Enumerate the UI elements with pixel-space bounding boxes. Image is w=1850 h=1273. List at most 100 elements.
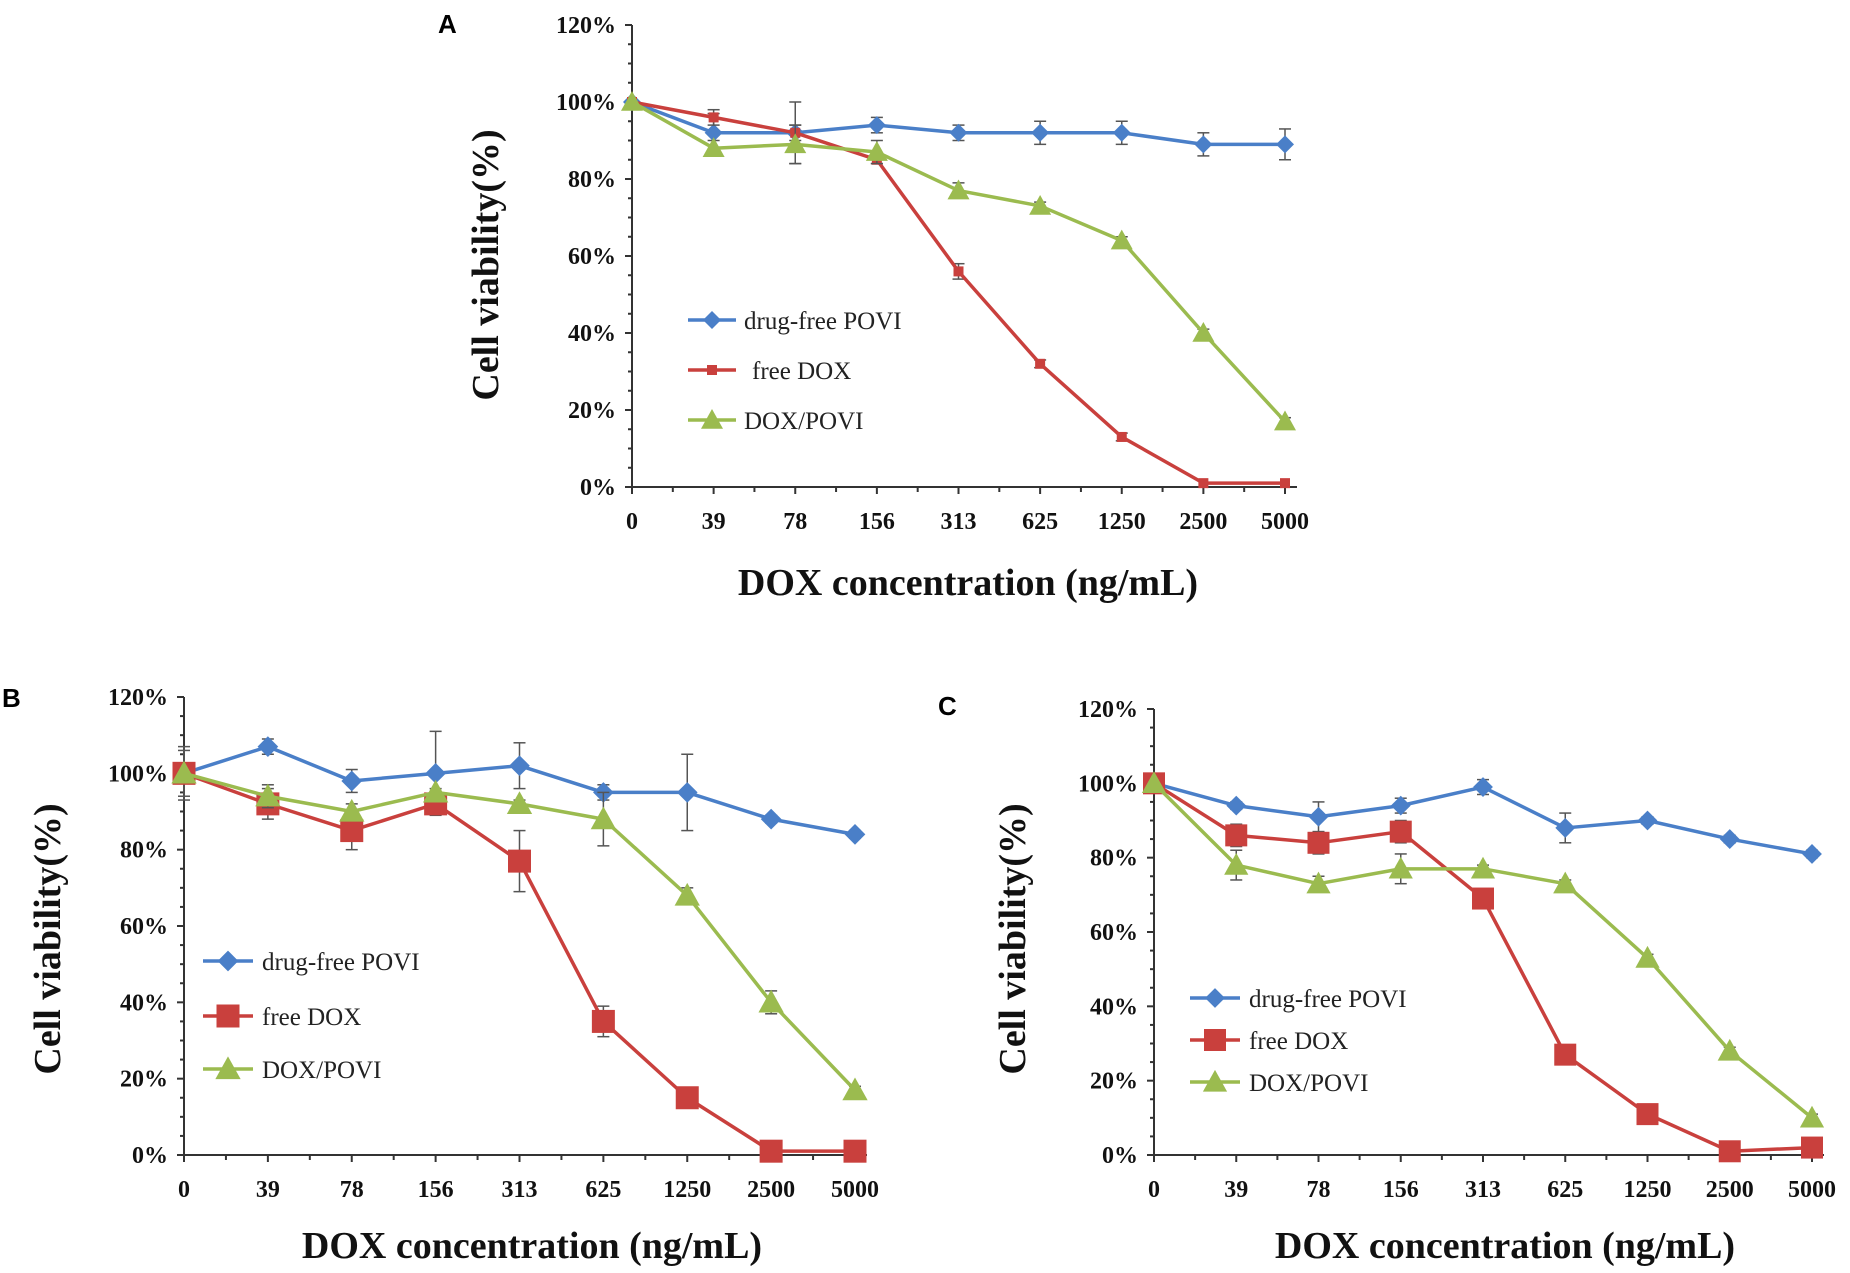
series-drug-free-povi (1144, 773, 1822, 864)
x-axis-title: DOX concentration (ng/mL) (1275, 1225, 1735, 1267)
x-tick-label: 39 (1224, 1177, 1248, 1203)
legend-marker (215, 1056, 241, 1080)
data-point (1306, 871, 1331, 894)
data-point (509, 755, 530, 777)
series-line (631, 100, 1287, 423)
legend-label: free DOX (1249, 1028, 1348, 1055)
legend-marker (217, 950, 239, 972)
x-tick-label: 2500 (1706, 1177, 1754, 1203)
legend-label: drug-free POVI (1249, 986, 1407, 1013)
data-point (590, 806, 617, 830)
legend-label: drug-free POVI (744, 308, 902, 335)
x-tick-label: 625 (1022, 509, 1058, 535)
data-point (1390, 795, 1411, 816)
y-axis-title: Cell viability(%) (27, 803, 69, 1074)
data-point (1141, 771, 1167, 794)
data-point (758, 989, 784, 1013)
data-point (784, 133, 807, 154)
data-point (1110, 229, 1133, 250)
legend-label: DOX/POVI (744, 408, 863, 435)
y-tick-label: 0% (132, 1143, 168, 1169)
legend-item-dox-povi: DOX/POVI (1190, 1069, 1368, 1097)
y-tick-label: 120% (556, 13, 616, 39)
data-point (508, 849, 531, 873)
data-point (339, 798, 365, 822)
data-point (621, 91, 643, 111)
plot-area: 0% 20% 40% 60% 80% 100% 120% 0 39 78 156 313 625 1250… (108, 685, 879, 1203)
data-point (708, 112, 719, 123)
legend-item-drug-free-povi: drug-free POVI (688, 308, 902, 335)
data-point (1276, 135, 1294, 154)
y-tick-label: 100% (556, 90, 616, 116)
x-tick-label: 2500 (1179, 509, 1227, 535)
data-point (171, 760, 197, 784)
x-axis-title: DOX concentration (ng/mL) (302, 1225, 762, 1267)
data-point (1031, 123, 1050, 142)
x-tick-label: 78 (783, 509, 807, 535)
legend-marker (707, 365, 717, 375)
legend-marker (1202, 1069, 1228, 1092)
x-tick-label: 0 (1148, 1177, 1160, 1203)
x-tick-label: 78 (1307, 1177, 1331, 1203)
data-point (1112, 123, 1131, 142)
data-point (1636, 1103, 1659, 1126)
legend: drug-free POVI free DOX DOX/POVI (688, 308, 902, 435)
data-point (257, 736, 279, 757)
data-point (1717, 1038, 1742, 1061)
data-point (674, 882, 700, 906)
data-point (1554, 1043, 1577, 1066)
y-tick-label: 80% (568, 167, 616, 193)
data-point (1473, 777, 1493, 797)
data-point (255, 783, 281, 807)
panel-a: A Cell viability(%) DOX concentration (n… (438, 9, 1309, 604)
data-point (1116, 431, 1127, 442)
data-point (842, 1077, 868, 1101)
y-tick-label: 120% (108, 685, 168, 711)
x-tick-label: 313 (941, 509, 977, 535)
data-point (1198, 478, 1209, 489)
data-point (1224, 853, 1249, 875)
data-point (953, 266, 964, 277)
legend-marker (1204, 1029, 1226, 1051)
x-tick-label: 156 (1383, 1177, 1419, 1203)
data-point (1308, 806, 1329, 827)
data-point (1274, 410, 1296, 431)
y-tick-label: 60% (120, 914, 168, 940)
series-line (631, 100, 1285, 485)
series-drug-free-povi (623, 93, 1294, 161)
y-tick-label: 20% (568, 398, 616, 424)
legend-marker (701, 409, 723, 429)
y-tick-label: 20% (120, 1067, 168, 1093)
data-point (844, 824, 866, 845)
legend-item-free-dox: free DOX (203, 1004, 361, 1031)
y-tick-label: 40% (120, 990, 168, 1016)
y-axis-title: Cell viability(%) (465, 129, 507, 400)
x-tick-label: 625 (1547, 1177, 1583, 1203)
x-tick-label: 313 (502, 1177, 538, 1203)
y-tick-label: 0% (580, 475, 616, 501)
data-point (425, 762, 446, 784)
data-point (1035, 358, 1046, 369)
legend-label: free DOX (752, 358, 851, 385)
data-point (843, 1139, 867, 1163)
data-point (1194, 135, 1213, 154)
legend-item-free-dox: free DOX (688, 358, 851, 385)
y-tick-label: 60% (1090, 920, 1138, 946)
data-point (1029, 194, 1052, 215)
y-tick-label: 20% (1090, 1069, 1138, 1095)
data-point (1280, 478, 1290, 489)
data-point (1226, 795, 1247, 816)
data-point (1472, 887, 1494, 910)
y-tick-label: 0% (1102, 1143, 1138, 1169)
data-point (676, 782, 698, 803)
x-tick-label: 39 (702, 509, 726, 535)
y-axis-title: Cell viability(%) (992, 803, 1034, 1074)
x-tick-label: 0 (626, 509, 638, 535)
data-point (675, 1086, 699, 1110)
x-tick-label: 0 (178, 1177, 190, 1203)
legend-item-free-dox: free DOX (1190, 1028, 1348, 1055)
data-point (1801, 1136, 1823, 1159)
data-point (1799, 1105, 1825, 1128)
panel-letter-a: A (438, 9, 457, 39)
series-free-dox (172, 749, 867, 1163)
